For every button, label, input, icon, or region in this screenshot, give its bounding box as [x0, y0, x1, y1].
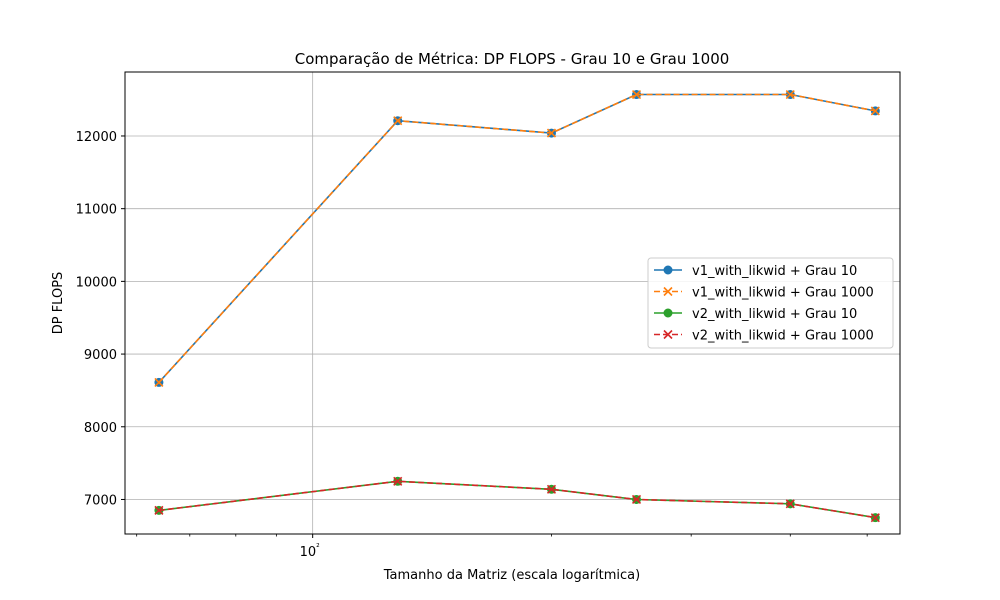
data-point: [546, 128, 557, 138]
legend-box: [647, 257, 894, 349]
data-point: [870, 106, 880, 116]
data-point: [393, 476, 403, 486]
x-axis-label: Tamanho da Matriz (escala logarítmica): [383, 568, 640, 583]
y-tick-label: 9000: [84, 348, 117, 363]
chart-title: Comparação de Métrica: DP FLOPS - Grau 1…: [295, 50, 730, 68]
series-2: [154, 89, 880, 387]
series-4: [154, 476, 880, 523]
axis-ticks: 7000 8000 9000 10000 11000 12000 10²: [76, 130, 868, 560]
x-tick-label-exponent: ²: [316, 543, 320, 553]
series-line: [158, 480, 876, 519]
legend-marker: [663, 286, 673, 297]
y-axis-label: DP FLOPS: [51, 272, 66, 335]
data-point: [631, 89, 642, 100]
y-tick-label: 12000: [76, 130, 117, 145]
legend-marker: [663, 308, 673, 318]
legend: v1_with_likwid + Grau 10 v1_with_likwid +…: [647, 257, 894, 349]
y-tick-label: 11000: [76, 203, 117, 218]
data-point: [785, 89, 795, 100]
data-point: [785, 499, 795, 509]
y-tick-label: 7000: [84, 493, 117, 508]
legend-label: v1_with_likwid + Grau 10: [692, 264, 857, 279]
data-point: [546, 484, 557, 494]
data-point: [870, 513, 880, 523]
legend-marker: [663, 329, 673, 340]
plot-frame: [124, 71, 901, 535]
legend-label: v2_with_likwid + Grau 1000: [692, 329, 874, 344]
grid: [125, 72, 900, 534]
legend-label: v1_with_likwid + Grau 1000: [692, 286, 874, 301]
data-point: [154, 505, 164, 515]
data-point: [393, 116, 403, 126]
legend-label: v2_with_likwid + Grau 10: [692, 307, 857, 322]
data-point: [154, 377, 164, 387]
x-tick-label: 10²: [300, 543, 321, 560]
series-group: [154, 89, 880, 523]
series-line: [158, 93, 876, 383]
y-tick-label: 8000: [84, 421, 117, 436]
data-point: [631, 494, 642, 505]
legend-marker: [663, 265, 673, 275]
y-tick-label: 10000: [76, 275, 117, 290]
